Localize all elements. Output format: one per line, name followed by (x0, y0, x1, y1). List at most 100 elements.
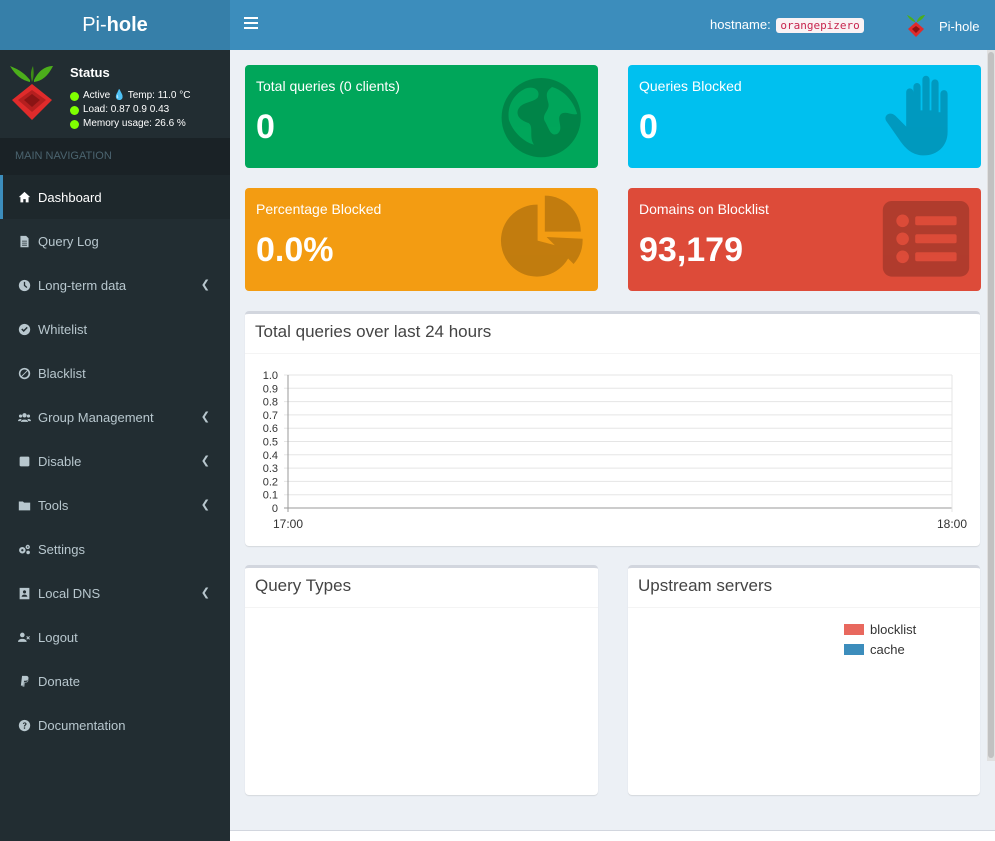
sidebar-item-label: Tools (38, 497, 69, 513)
chevron-left-icon: ❮ (200, 279, 210, 291)
domains-blocklist-value: 93,179 (639, 231, 743, 269)
queries-over-time-title: Total queries over last 24 hours (245, 314, 980, 354)
user-menu[interactable]: Pi-hole (906, 12, 979, 40)
pie-chart-icon (500, 195, 583, 277)
status-active: Active (83, 90, 111, 101)
list-icon (882, 201, 970, 277)
sidebar-item-documentation[interactable]: Documentation (0, 703, 230, 747)
nav-header: MAIN NAVIGATION (0, 138, 230, 175)
y-tick-label: 0.8 (263, 397, 278, 409)
status-lines: Active 💧 Temp: 11.0 °C Load: 0.87 0.9 0.43… (70, 89, 190, 131)
ban-icon (18, 366, 35, 380)
clock-icon (18, 278, 35, 292)
paypal-icon (18, 674, 35, 688)
y-tick-label: 0.4 (263, 450, 278, 462)
sidebar-item-whitelist[interactable]: Whitelist (0, 307, 230, 351)
upstream-servers-title: Upstream servers (628, 568, 980, 608)
sidebar-item-label: Blacklist (38, 365, 86, 381)
y-tick-label: 0.6 (263, 423, 278, 435)
active-dot-icon (70, 91, 79, 101)
upstream-legend: blocklist cache (844, 619, 916, 659)
sidebar-item-logout[interactable]: Logout (0, 615, 230, 659)
load-dot-icon (70, 105, 79, 115)
brand-bold: hole (106, 13, 148, 36)
user-name: Pi-hole (939, 18, 980, 34)
domains-blocklist-box[interactable]: Domains on Blocklist 93,179 (628, 188, 981, 291)
stop-icon (18, 454, 35, 468)
sidebar-item-local-dns[interactable]: Local DNS ❮ (0, 571, 230, 615)
sidebar-item-blacklist[interactable]: Blacklist (0, 351, 230, 395)
total-queries-value: 0 (256, 108, 275, 146)
y-tick-label: 0 (272, 503, 278, 515)
chevron-left-icon: ❮ (200, 455, 210, 467)
sidebar-item-settings[interactable]: Settings (0, 527, 230, 571)
hostname-value: orangepizero (776, 18, 864, 33)
sidebar-item-label: Logout (38, 629, 78, 645)
sidebar-toggle-icon[interactable] (244, 17, 258, 31)
footer-divider (230, 830, 995, 831)
user-times-icon (18, 630, 35, 644)
y-tick-label: 0.9 (263, 383, 278, 395)
footer (230, 831, 995, 841)
status-temp: Temp: 11.0 °C (127, 90, 191, 101)
pihole-logo-icon (10, 66, 53, 120)
query-types-box: Query Types (245, 565, 598, 795)
sidebar-item-tools[interactable]: Tools ❮ (0, 483, 230, 527)
gears-icon (18, 542, 35, 556)
chevron-left-icon: ❮ (200, 411, 210, 423)
percentage-blocked-value: 0.0% (256, 231, 334, 269)
domains-blocklist-label: Domains on Blocklist (639, 201, 769, 217)
y-tick-label: 0.1 (263, 490, 278, 502)
legend-label: blocklist (870, 621, 917, 637)
sidebar-item-label: Documentation (38, 717, 126, 733)
chevron-left-icon: ❮ (200, 499, 210, 511)
user-panel: Status Active 💧 Temp: 11.0 °C Load: 0.87 0… (0, 50, 230, 138)
sidebar-item-donate[interactable]: Donate (0, 659, 230, 703)
sidebar-item-label: Long-term data (38, 277, 127, 293)
home-icon (18, 190, 35, 204)
memory-dot-icon (70, 119, 79, 129)
legend-label: cache (870, 641, 905, 657)
total-queries-box[interactable]: Total queries (0 clients) 0 (245, 65, 598, 168)
sidebar-item-long-term-data[interactable]: Long-term data ❮ (0, 263, 230, 307)
hand-icon (885, 75, 948, 156)
hostname-label: hostname: (710, 17, 771, 32)
x-tick-label: 18:00 (937, 517, 967, 531)
sidebar-item-label: Disable (38, 453, 82, 469)
queries-over-time-chart: 1.00.9 0.80.70.6 0.50.40.30.2 0.10 17:00 18:0… (263, 370, 968, 531)
sidebar-item-label: Whitelist (38, 321, 88, 337)
address-book-icon (18, 586, 35, 600)
sidebar-item-label: Settings (38, 541, 85, 557)
sidebar-item-label: Query Log (38, 233, 99, 249)
legend-swatch (844, 643, 864, 655)
sidebar-item-query-log[interactable]: Query Log (0, 219, 230, 263)
status-title: Status (70, 65, 110, 80)
sidebar: Pi-hole Status Active 💧 Temp: 11.0 °C Load… (0, 0, 230, 841)
percentage-blocked-box[interactable]: Percentage Blocked 0.0% (245, 188, 598, 291)
brand-prefix: Pi- (82, 13, 107, 36)
sidebar-item-disable[interactable]: Disable ❮ (0, 439, 230, 483)
users-icon (18, 410, 35, 424)
legend-swatch (844, 623, 864, 635)
question-circle-icon (18, 718, 35, 732)
x-tick-label: 17:00 (273, 517, 303, 531)
sidebar-item-group-management[interactable]: Group Management ❮ (0, 395, 230, 439)
queries-blocked-box[interactable]: Queries Blocked 0 (628, 65, 981, 168)
upstream-servers-box: Upstream servers blocklist cache (628, 565, 980, 795)
legend-item-cache[interactable]: cache (844, 639, 916, 659)
legend-item-blocklist[interactable]: blocklist (844, 619, 916, 639)
top-navbar: hostname: orangepizero Pi-hole (230, 0, 995, 50)
sidebar-item-label: Donate (38, 673, 80, 689)
sidebar-menu: Dashboard Query Log Long-term data ❮ Whi… (0, 175, 230, 747)
y-tick-label: 0.3 (263, 463, 278, 475)
total-queries-label: Total queries (0 clients) (256, 78, 400, 94)
brand-logo[interactable]: Pi-hole (0, 0, 230, 50)
queries-blocked-label: Queries Blocked (639, 78, 742, 94)
sidebar-item-label: Local DNS (38, 585, 101, 601)
queries-over-time-box: Total queries over last 24 hours 1.0 0.9 0… (245, 311, 980, 546)
scrollbar-thumb[interactable] (988, 52, 994, 758)
sidebar-item-dashboard[interactable]: Dashboard (0, 175, 230, 219)
queries-blocked-value: 0 (639, 108, 658, 146)
pihole-mini-logo-icon (907, 15, 925, 37)
hostname-display: hostname: orangepizero (710, 17, 864, 33)
